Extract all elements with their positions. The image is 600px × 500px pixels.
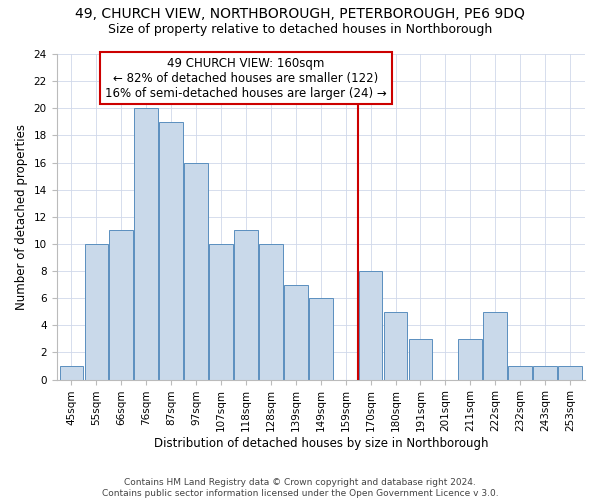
Text: Size of property relative to detached houses in Northborough: Size of property relative to detached ho…	[108, 22, 492, 36]
Bar	[458, 339, 482, 380]
Bar	[259, 244, 283, 380]
Bar	[59, 366, 83, 380]
Bar	[209, 244, 233, 380]
Bar	[184, 162, 208, 380]
Bar	[109, 230, 133, 380]
Text: 49, CHURCH VIEW, NORTHBOROUGH, PETERBOROUGH, PE6 9DQ: 49, CHURCH VIEW, NORTHBOROUGH, PETERBORO…	[75, 8, 525, 22]
Bar	[558, 366, 582, 380]
Bar	[234, 230, 258, 380]
Bar	[134, 108, 158, 380]
Bar	[484, 312, 507, 380]
Bar	[359, 271, 382, 380]
Text: Contains HM Land Registry data © Crown copyright and database right 2024.
Contai: Contains HM Land Registry data © Crown c…	[101, 478, 499, 498]
Text: 49 CHURCH VIEW: 160sqm
← 82% of detached houses are smaller (122)
16% of semi-de: 49 CHURCH VIEW: 160sqm ← 82% of detached…	[105, 56, 387, 100]
Bar	[85, 244, 108, 380]
Bar	[533, 366, 557, 380]
Bar	[409, 339, 433, 380]
Bar	[508, 366, 532, 380]
Bar	[309, 298, 332, 380]
Bar	[284, 284, 308, 380]
Bar	[160, 122, 183, 380]
Y-axis label: Number of detached properties: Number of detached properties	[15, 124, 28, 310]
Bar	[384, 312, 407, 380]
X-axis label: Distribution of detached houses by size in Northborough: Distribution of detached houses by size …	[154, 437, 488, 450]
